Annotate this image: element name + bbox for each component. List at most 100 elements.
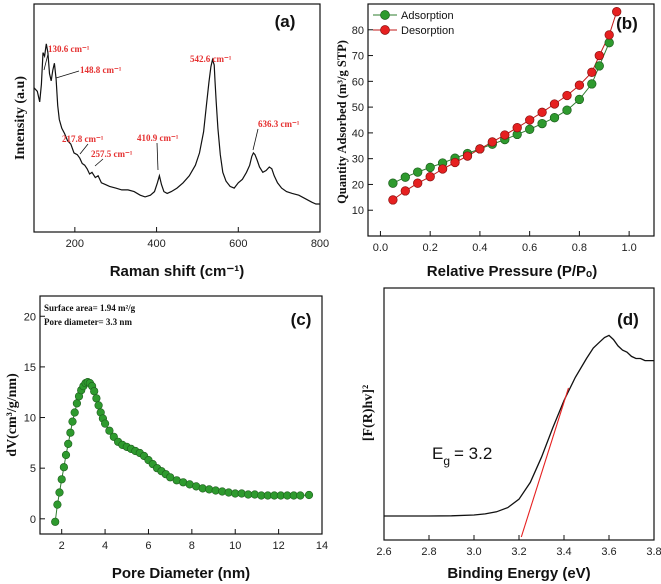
pore-point-9 <box>70 408 79 417</box>
panel-c-x-tick-label-6: 14 <box>316 540 328 552</box>
pore-point-18 <box>90 387 99 396</box>
desorption-point-9 <box>500 130 510 140</box>
desorption-point-14 <box>562 90 572 101</box>
panel-b-x-tick-label-4: 0.8 <box>572 242 587 254</box>
panel-a-x-tick-label-3: 800 <box>311 238 329 250</box>
panel-a-xlabel: Raman shift (cm⁻¹) <box>110 263 245 280</box>
peak-label-130: 130.6 cm⁻¹ <box>48 44 90 54</box>
panel-d-frame <box>383 287 655 541</box>
pore-distribution-line <box>54 381 310 522</box>
panel-c-x-tick-label-4: 10 <box>229 540 241 552</box>
panel-c-x-tick-label-1: 4 <box>102 540 108 552</box>
peak-label-636: 636.3 cm⁻¹ <box>258 119 300 129</box>
panel-d-ylabel: [F(R)hv]² <box>361 385 376 441</box>
panel-c-x-ticks: 2 4 6 8 10 12 14 <box>59 529 328 552</box>
adsorption-point-18 <box>604 38 614 48</box>
adsorption-point-1 <box>400 172 410 182</box>
pore-point-2 <box>55 488 64 497</box>
panel-b-y-tick-label-3: 40 <box>352 128 364 140</box>
desorption-point-17 <box>594 50 604 61</box>
desorption-point-10 <box>512 123 522 133</box>
panel-b-x-ticks: 0.0 0.2 0.4 0.6 0.8 1.0 <box>373 231 637 254</box>
adsorption-point-15 <box>574 94 585 105</box>
pore-point-10 <box>72 399 81 408</box>
desorption-point-13 <box>549 99 560 109</box>
panel-c-frame <box>39 295 323 535</box>
pore-point-3 <box>57 475 66 484</box>
panel-c-y-tick-label-1: 5 <box>30 463 36 475</box>
panel-c-x-tick-label-3: 8 <box>189 540 195 552</box>
panel-d-label: (d) <box>617 310 639 329</box>
panel-b-y-tick-label-1: 20 <box>352 179 364 191</box>
peak-label-257: 257.5 cm⁻¹ <box>91 149 133 159</box>
desorption-point-18 <box>604 30 614 40</box>
panel-a: 200 400 600 800 (a) Raman shift (cm⁻¹) Inte… <box>13 3 329 280</box>
pointer-410 <box>156 142 159 171</box>
panel-b-y-tick-label-7: 80 <box>352 25 364 37</box>
pore-point-24 <box>105 426 114 435</box>
desorption-point-1 <box>400 186 410 196</box>
pore-point-8 <box>68 417 77 426</box>
panel-c-ylabel: dV(cm³/g/nm) <box>5 373 20 457</box>
desorption-point-8 <box>487 137 497 147</box>
band-gap-e: E <box>432 444 443 463</box>
desorption-line <box>392 11 618 201</box>
panel-b-y-ticks: 10 20 30 40 50 60 70 80 <box>352 25 373 217</box>
adsorption-point-2 <box>413 167 423 177</box>
panel-c-x-tick-label-2: 6 <box>145 540 151 552</box>
desorption-point-6 <box>462 151 473 161</box>
pore-point-0 <box>51 517 60 526</box>
panel-b-y-tick-label-2: 30 <box>352 154 364 166</box>
desorption-point-16 <box>587 67 597 77</box>
panel-c-y-tick-label-2: 10 <box>24 413 36 425</box>
desorption-point-3 <box>425 172 435 182</box>
panel-b-x-tick-label-5: 1.0 <box>621 242 636 254</box>
pointer-257 <box>94 158 104 167</box>
adsorption-points <box>388 38 614 188</box>
pore-point-19 <box>92 394 101 403</box>
panel-d-x-tick-label-2: 3.0 <box>466 546 481 558</box>
panel-d-x-tick-label-5: 3.6 <box>601 546 616 558</box>
adsorption-point-3 <box>425 162 435 173</box>
pore-point-5 <box>61 450 71 460</box>
band-gap-sub: g <box>443 454 450 468</box>
band-gap-value: = 3.2 <box>454 444 492 463</box>
adsorption-point-13 <box>549 113 560 123</box>
pore-point-7 <box>66 428 75 437</box>
adsorption-point-14 <box>562 105 572 115</box>
panel-b-y-tick-label-0: 10 <box>352 205 364 217</box>
panel-c-y-tick-label-4: 20 <box>24 311 36 323</box>
panel-b-frame <box>367 3 655 237</box>
panel-b-xlabel: Relative Pressure (P/Pₒ) <box>427 263 597 280</box>
panel-c-x-tick-label-5: 12 <box>272 540 284 552</box>
legend-desorption-marker <box>380 25 390 35</box>
band-gap-label: Eg = 3.2 <box>432 444 492 468</box>
panel-c-y-ticks: 0 5 10 15 20 <box>24 311 45 526</box>
pore-distribution-points <box>51 378 314 526</box>
pore-point-59 <box>304 490 314 500</box>
pore-point-23 <box>100 419 110 428</box>
panel-c-y-tick-label-3: 15 <box>24 362 36 374</box>
panel-c-xlabel: Pore Diameter (nm) <box>112 565 250 582</box>
desorption-point-19 <box>612 7 622 17</box>
panel-a-label: (a) <box>275 12 296 31</box>
panel-b-x-tick-label-0: 0.0 <box>373 242 388 254</box>
panel-a-x-ticks: 200 400 600 800 <box>66 227 329 250</box>
desorption-point-5 <box>450 157 460 168</box>
pore-point-4 <box>59 463 69 472</box>
peak-label-410: 410.9 cm⁻¹ <box>137 133 179 143</box>
panel-a-x-tick-label-2: 600 <box>229 238 247 250</box>
peak-label-148: 148.8 cm⁻¹ <box>80 65 122 75</box>
panel-b-y-tick-label-4: 50 <box>352 102 364 114</box>
adsorption-point-16 <box>587 79 597 89</box>
pointer-130 <box>43 53 49 71</box>
tangent-line <box>520 387 570 538</box>
surface-area-note: Surface area= 1.94 m²/g <box>44 303 136 313</box>
desorption-point-12 <box>537 107 547 117</box>
adsorption-point-11 <box>525 124 535 134</box>
legend-adsorption-label: Adsorption <box>401 10 454 22</box>
panel-a-x-tick-label-0: 200 <box>66 238 84 250</box>
pointer-636 <box>252 128 259 151</box>
adsorption-point-0 <box>388 178 398 188</box>
